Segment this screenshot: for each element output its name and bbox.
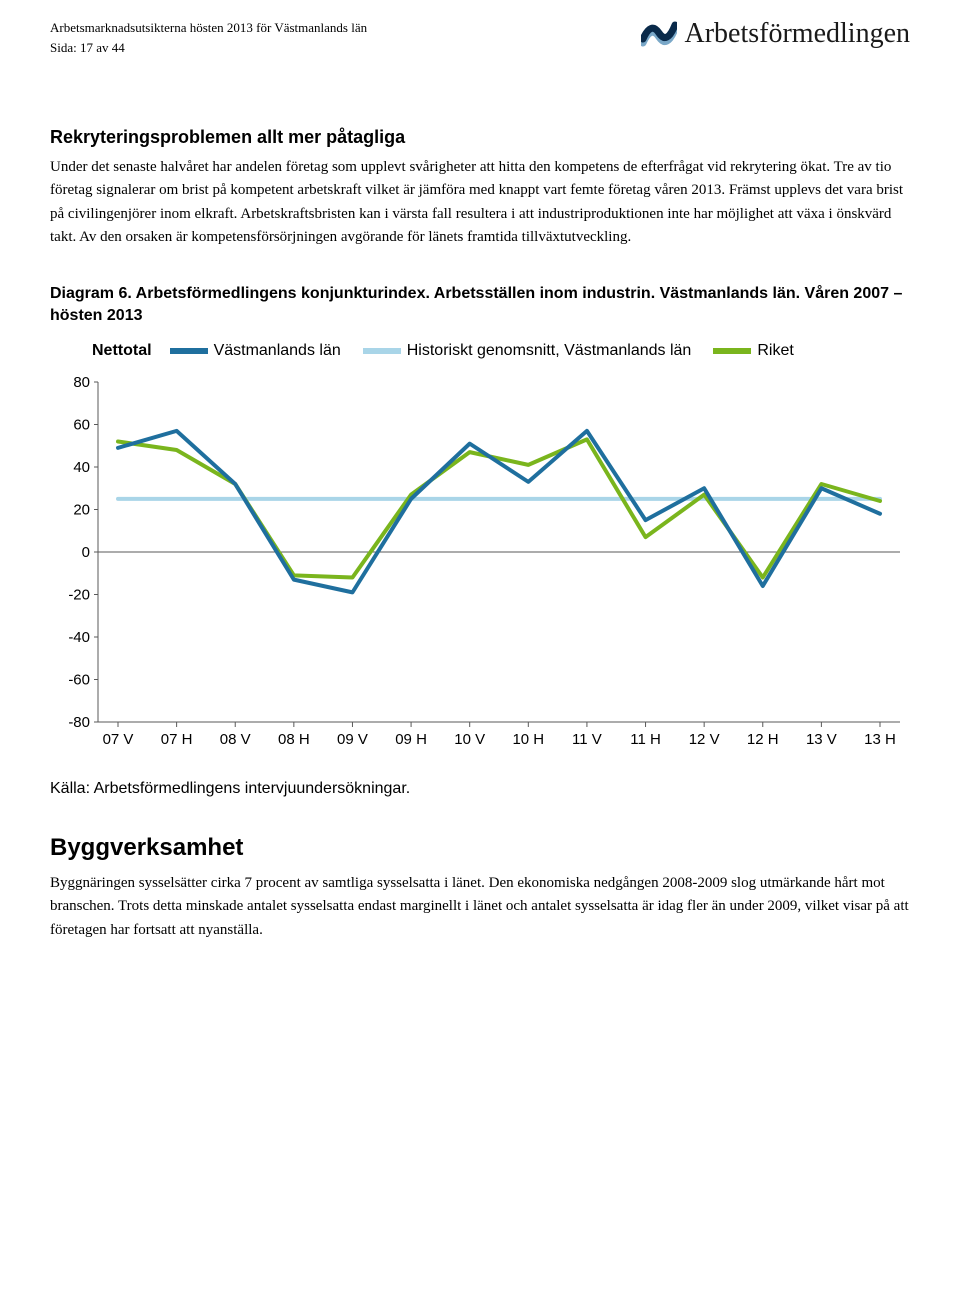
svg-text:12 V: 12 V: [689, 731, 720, 748]
legend-swatch: [713, 348, 751, 354]
doc-title: Arbetsmarknadsutsikterna hösten 2013 för…: [50, 18, 367, 38]
svg-text:-80: -80: [68, 714, 90, 731]
svg-text:-20: -20: [68, 587, 90, 604]
legend-swatch: [170, 348, 208, 354]
svg-text:60: 60: [73, 417, 90, 434]
svg-text:13 H: 13 H: [864, 731, 896, 748]
legend-item-vastmanland: Västmanlands län: [170, 342, 341, 360]
legend-swatch: [363, 348, 401, 354]
svg-text:0: 0: [82, 544, 90, 561]
svg-text:11 H: 11 H: [630, 731, 661, 748]
svg-text:-60: -60: [68, 672, 90, 689]
legend-label: Västmanlands län: [214, 342, 341, 360]
svg-text:07 H: 07 H: [161, 731, 193, 748]
svg-text:20: 20: [73, 502, 90, 519]
svg-text:40: 40: [73, 459, 90, 476]
page-content: Rekryteringsproblemen allt mer påtagliga…: [0, 57, 960, 1002]
header-left: Arbetsmarknadsutsikterna hösten 2013 för…: [50, 18, 367, 57]
svg-text:09 V: 09 V: [337, 731, 368, 748]
section-heading-recruitment: Rekryteringsproblemen allt mer påtagliga: [50, 127, 910, 148]
chart-legend: Nettotal Västmanlands län Historiskt gen…: [50, 342, 910, 360]
legend-label: Historiskt genomsnitt, Västmanlands län: [407, 342, 692, 360]
svg-text:08 H: 08 H: [278, 731, 310, 748]
paragraph-bygg: Byggnäringen sysselsätter cirka 7 procen…: [50, 872, 910, 942]
svg-text:08 V: 08 V: [220, 731, 251, 748]
svg-text:13 V: 13 V: [806, 731, 837, 748]
logo-text: Arbetsförmedlingen: [685, 18, 911, 50]
svg-text:80: 80: [73, 374, 90, 391]
svg-text:-40: -40: [68, 629, 90, 646]
svg-text:10 V: 10 V: [454, 731, 485, 748]
section-heading-bygg: Byggverksamhet: [50, 834, 910, 862]
svg-text:12 H: 12 H: [747, 731, 779, 748]
legend-label: Riket: [757, 342, 793, 360]
chart-container: Nettotal Västmanlands län Historiskt gen…: [50, 342, 910, 798]
legend-item-riket: Riket: [713, 342, 793, 360]
svg-text:10 H: 10 H: [512, 731, 544, 748]
svg-text:11 V: 11 V: [572, 731, 602, 748]
paragraph-recruitment: Under det senaste halvåret har andelen f…: [50, 156, 910, 249]
svg-text:07 V: 07 V: [103, 731, 134, 748]
line-chart: 80 60 40 20 0 -20 -40 -60 -80 07 V 07 H 08 V 08 H 09 …: [50, 362, 910, 762]
logo-icon: [641, 19, 677, 49]
svg-text:09 H: 09 H: [395, 731, 427, 748]
logo: Arbetsförmedlingen: [641, 18, 911, 50]
page-header: Arbetsmarknadsutsikterna hösten 2013 för…: [0, 0, 960, 57]
legend-item-hist: Historiskt genomsnitt, Västmanlands län: [363, 342, 692, 360]
chart-source: Källa: Arbetsförmedlingens intervjuunder…: [50, 780, 910, 798]
legend-nettotal: Nettotal: [92, 342, 152, 360]
diagram-title: Diagram 6. Arbetsförmedlingens konjunktu…: [50, 283, 910, 326]
page-number: Sida: 17 av 44: [50, 38, 367, 58]
